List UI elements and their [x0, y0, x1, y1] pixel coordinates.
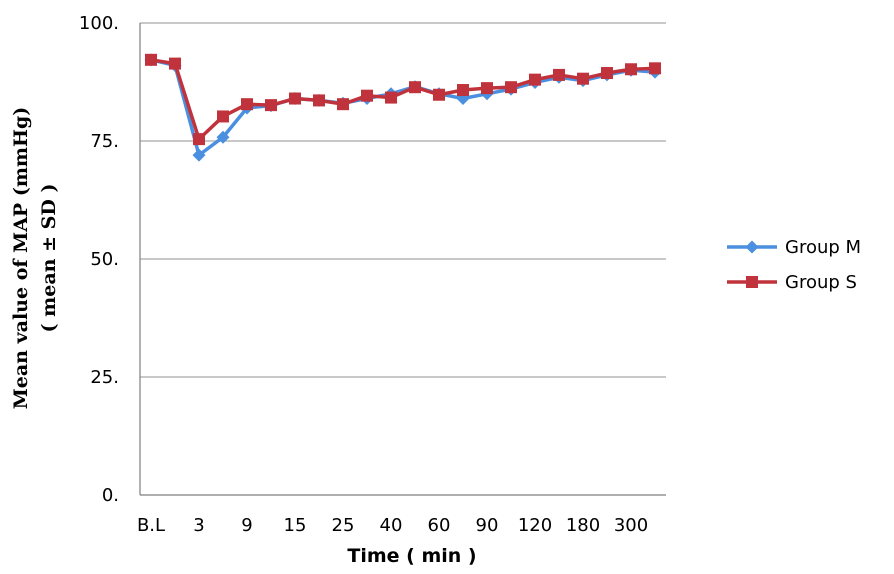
data-point: [601, 67, 613, 80]
data-point: [577, 72, 589, 85]
legend: Group M Group S: [727, 237, 861, 293]
y-tick-label: 100.: [79, 13, 119, 34]
series-group-m: [144, 53, 662, 162]
data-point: [169, 57, 181, 70]
x-tick-label: 120: [518, 515, 552, 536]
data-point: [145, 53, 157, 66]
x-tick-label: 15: [284, 515, 307, 536]
series-group-s: [145, 53, 661, 146]
data-point: [649, 62, 661, 75]
legend-marker: [745, 240, 759, 254]
x-tick-label: 40: [380, 515, 403, 536]
data-point: [385, 91, 397, 104]
x-tick-label: 9: [241, 515, 252, 536]
data-point: [625, 63, 637, 76]
data-point: [361, 89, 373, 102]
data-point: [217, 110, 229, 123]
data-point: [433, 88, 445, 101]
x-tick-label: 300: [614, 515, 648, 536]
series-line-group-s: [150, 58, 656, 141]
x-tick-label: 60: [428, 515, 451, 536]
legend-item-group-m: Group M: [727, 237, 861, 258]
y-axis-label-line2: ( mean ± SD ): [38, 184, 60, 333]
data-point: [216, 130, 230, 144]
legend-label: Group M: [785, 237, 861, 258]
data-point: [505, 81, 517, 94]
gridlines: [139, 22, 666, 496]
data-point: [193, 133, 205, 146]
y-axis-label-line1: Mean value of MAP (mmHg): [10, 107, 32, 410]
y-tick-label: 75.: [90, 131, 119, 152]
x-tick-labels: B.L 3 9 15 25 40 60 90 120 180 300: [137, 515, 648, 536]
y-tick-label: 0.: [102, 485, 119, 506]
x-tick-label: 3: [193, 515, 204, 536]
data-point: [481, 82, 493, 95]
data-point: [529, 73, 541, 86]
data-point: [409, 81, 421, 94]
x-tick-label: 90: [476, 515, 499, 536]
data-point: [337, 98, 349, 111]
data-point: [313, 94, 325, 107]
series-line-group-m: [150, 58, 656, 157]
series-group: [144, 53, 662, 162]
legend-marker: [746, 276, 758, 288]
data-point: [241, 98, 253, 111]
x-axis-label: Time ( min ): [347, 545, 476, 567]
data-point: [457, 84, 469, 97]
y-tick-label: 50.: [90, 249, 119, 270]
x-tick-label: 25: [332, 515, 355, 536]
y-axis-label: Mean value of MAP (mmHg) ( mean ± SD ): [10, 107, 60, 410]
y-tick-labels: 0. 25. 50. 75. 100.: [79, 13, 119, 506]
legend-item-group-s: Group S: [727, 272, 857, 293]
data-point: [265, 99, 277, 112]
x-tick-label: B.L: [137, 515, 165, 536]
data-point: [192, 148, 206, 162]
y-tick-label: 25.: [90, 367, 119, 388]
data-point: [289, 92, 301, 105]
data-point: [553, 68, 565, 81]
legend-label: Group S: [785, 272, 857, 293]
x-tick-label: 180: [566, 515, 600, 536]
